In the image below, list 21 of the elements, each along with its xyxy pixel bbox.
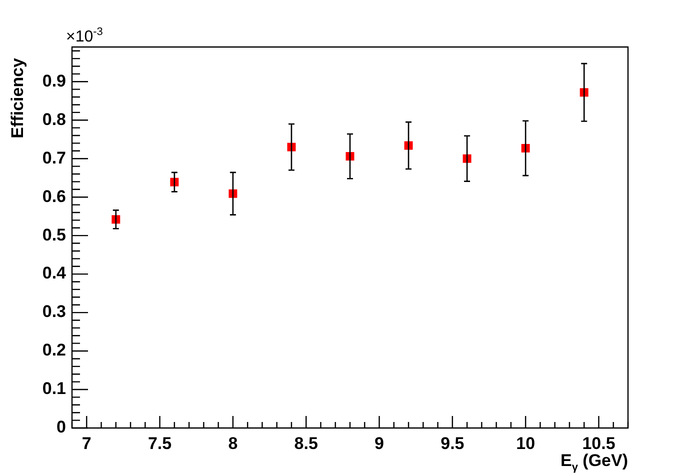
y-tick-label: 0.9 [42,71,66,90]
text: ×10$^{-3}$ [66,26,103,46]
y-tick-label: 0.1 [42,379,66,398]
y-tick-label: 0.6 [42,186,66,206]
y-axis-title: Efficiency [8,58,28,140]
y-tick-label: 0.8 [42,110,66,129]
x-tick-label: 8 [228,434,238,453]
x-tick-label: 10.5 [582,434,616,453]
x-tick-label: 9.5 [440,434,464,453]
x-tick-label: 9 [374,434,384,453]
x-tick-label: 7 [82,434,92,453]
y-tick-label: 0.4 [42,264,67,283]
x-tick-label: 10 [516,434,536,453]
x-tick-label: 8.5 [294,434,318,453]
y-tick-label: 0.7 [42,148,66,168]
y-tick-label: 0.5 [42,225,66,244]
y-tick-label: 0.3 [42,302,66,322]
y-tick-label: 0.2 [42,340,66,360]
x-tick-label: 7.5 [148,434,172,453]
x-axis-title: E$_{γ}$ (GeV) [560,451,628,474]
y-tick-label: 0 [56,418,66,437]
